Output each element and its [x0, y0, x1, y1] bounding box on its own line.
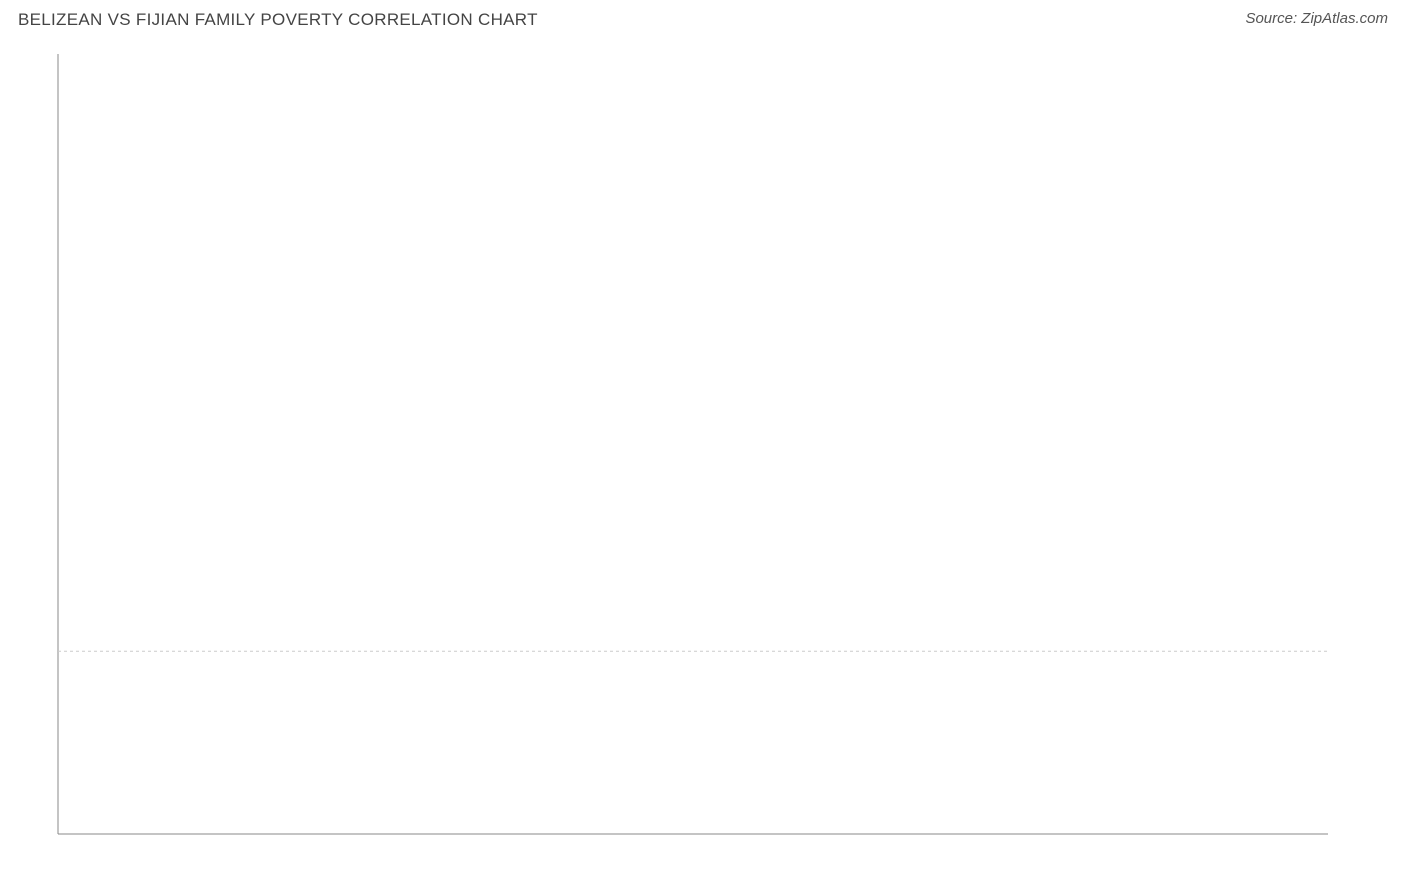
chart-source: Source: ZipAtlas.com — [1245, 10, 1388, 27]
chart-area — [18, 44, 1388, 882]
chart-title: BELIZEAN VS FIJIAN FAMILY POVERTY CORREL… — [18, 10, 538, 30]
scatter-chart — [18, 44, 1388, 882]
